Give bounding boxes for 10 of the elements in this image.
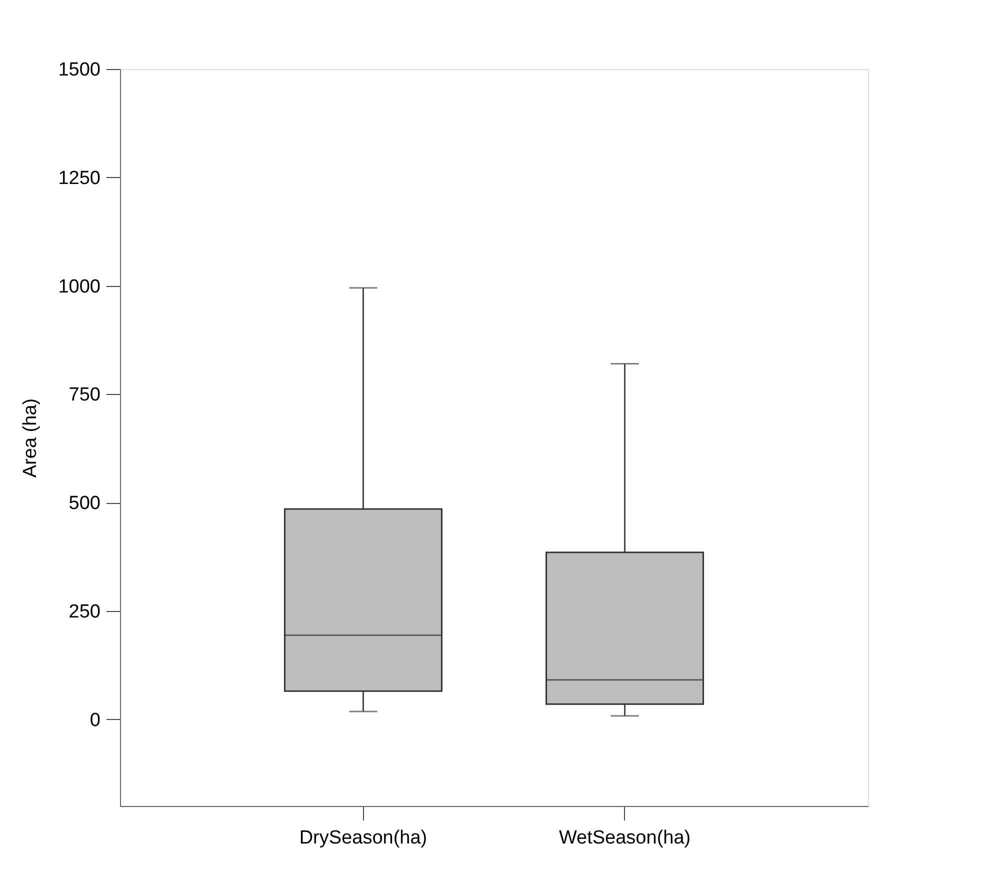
x-tick-label: DrySeason(ha) bbox=[299, 828, 428, 848]
y-tick-label: 1250 bbox=[58, 168, 100, 189]
y-tick-label: 1500 bbox=[58, 60, 100, 80]
y-tick-label: 500 bbox=[68, 493, 100, 514]
x-tick-label: WetSeason(ha) bbox=[558, 828, 691, 848]
y-axis-title: Area (ha) bbox=[20, 398, 42, 478]
y-tick-label: 250 bbox=[68, 601, 100, 622]
y-tick-label: 0 bbox=[90, 710, 100, 731]
y-tick-label: 1000 bbox=[58, 276, 100, 298]
y-tick-label: 750 bbox=[68, 384, 100, 406]
